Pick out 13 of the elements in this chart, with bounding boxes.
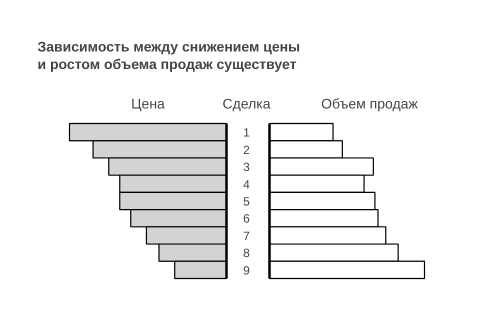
y-tick-label: 2 [243, 142, 250, 157]
y-tick-label: 4 [243, 177, 250, 192]
y-tick-label: 6 [243, 212, 250, 226]
y-tick-label: 9 [243, 263, 250, 278]
series-label: Цена [131, 96, 166, 112]
chart-title: Зависимость между снижением цены и ростом объема продаж существует [38, 38, 300, 72]
y-tick-label: 3 [243, 160, 250, 174]
y-tick-label: 7 [243, 228, 250, 243]
y-tick-label: 8 [243, 246, 250, 260]
y-tick-label: 1 [243, 126, 250, 140]
series-label: Объем продаж [321, 96, 418, 112]
y-axis-title: Сделка [222, 96, 271, 112]
y-tick-label: 5 [243, 194, 250, 208]
